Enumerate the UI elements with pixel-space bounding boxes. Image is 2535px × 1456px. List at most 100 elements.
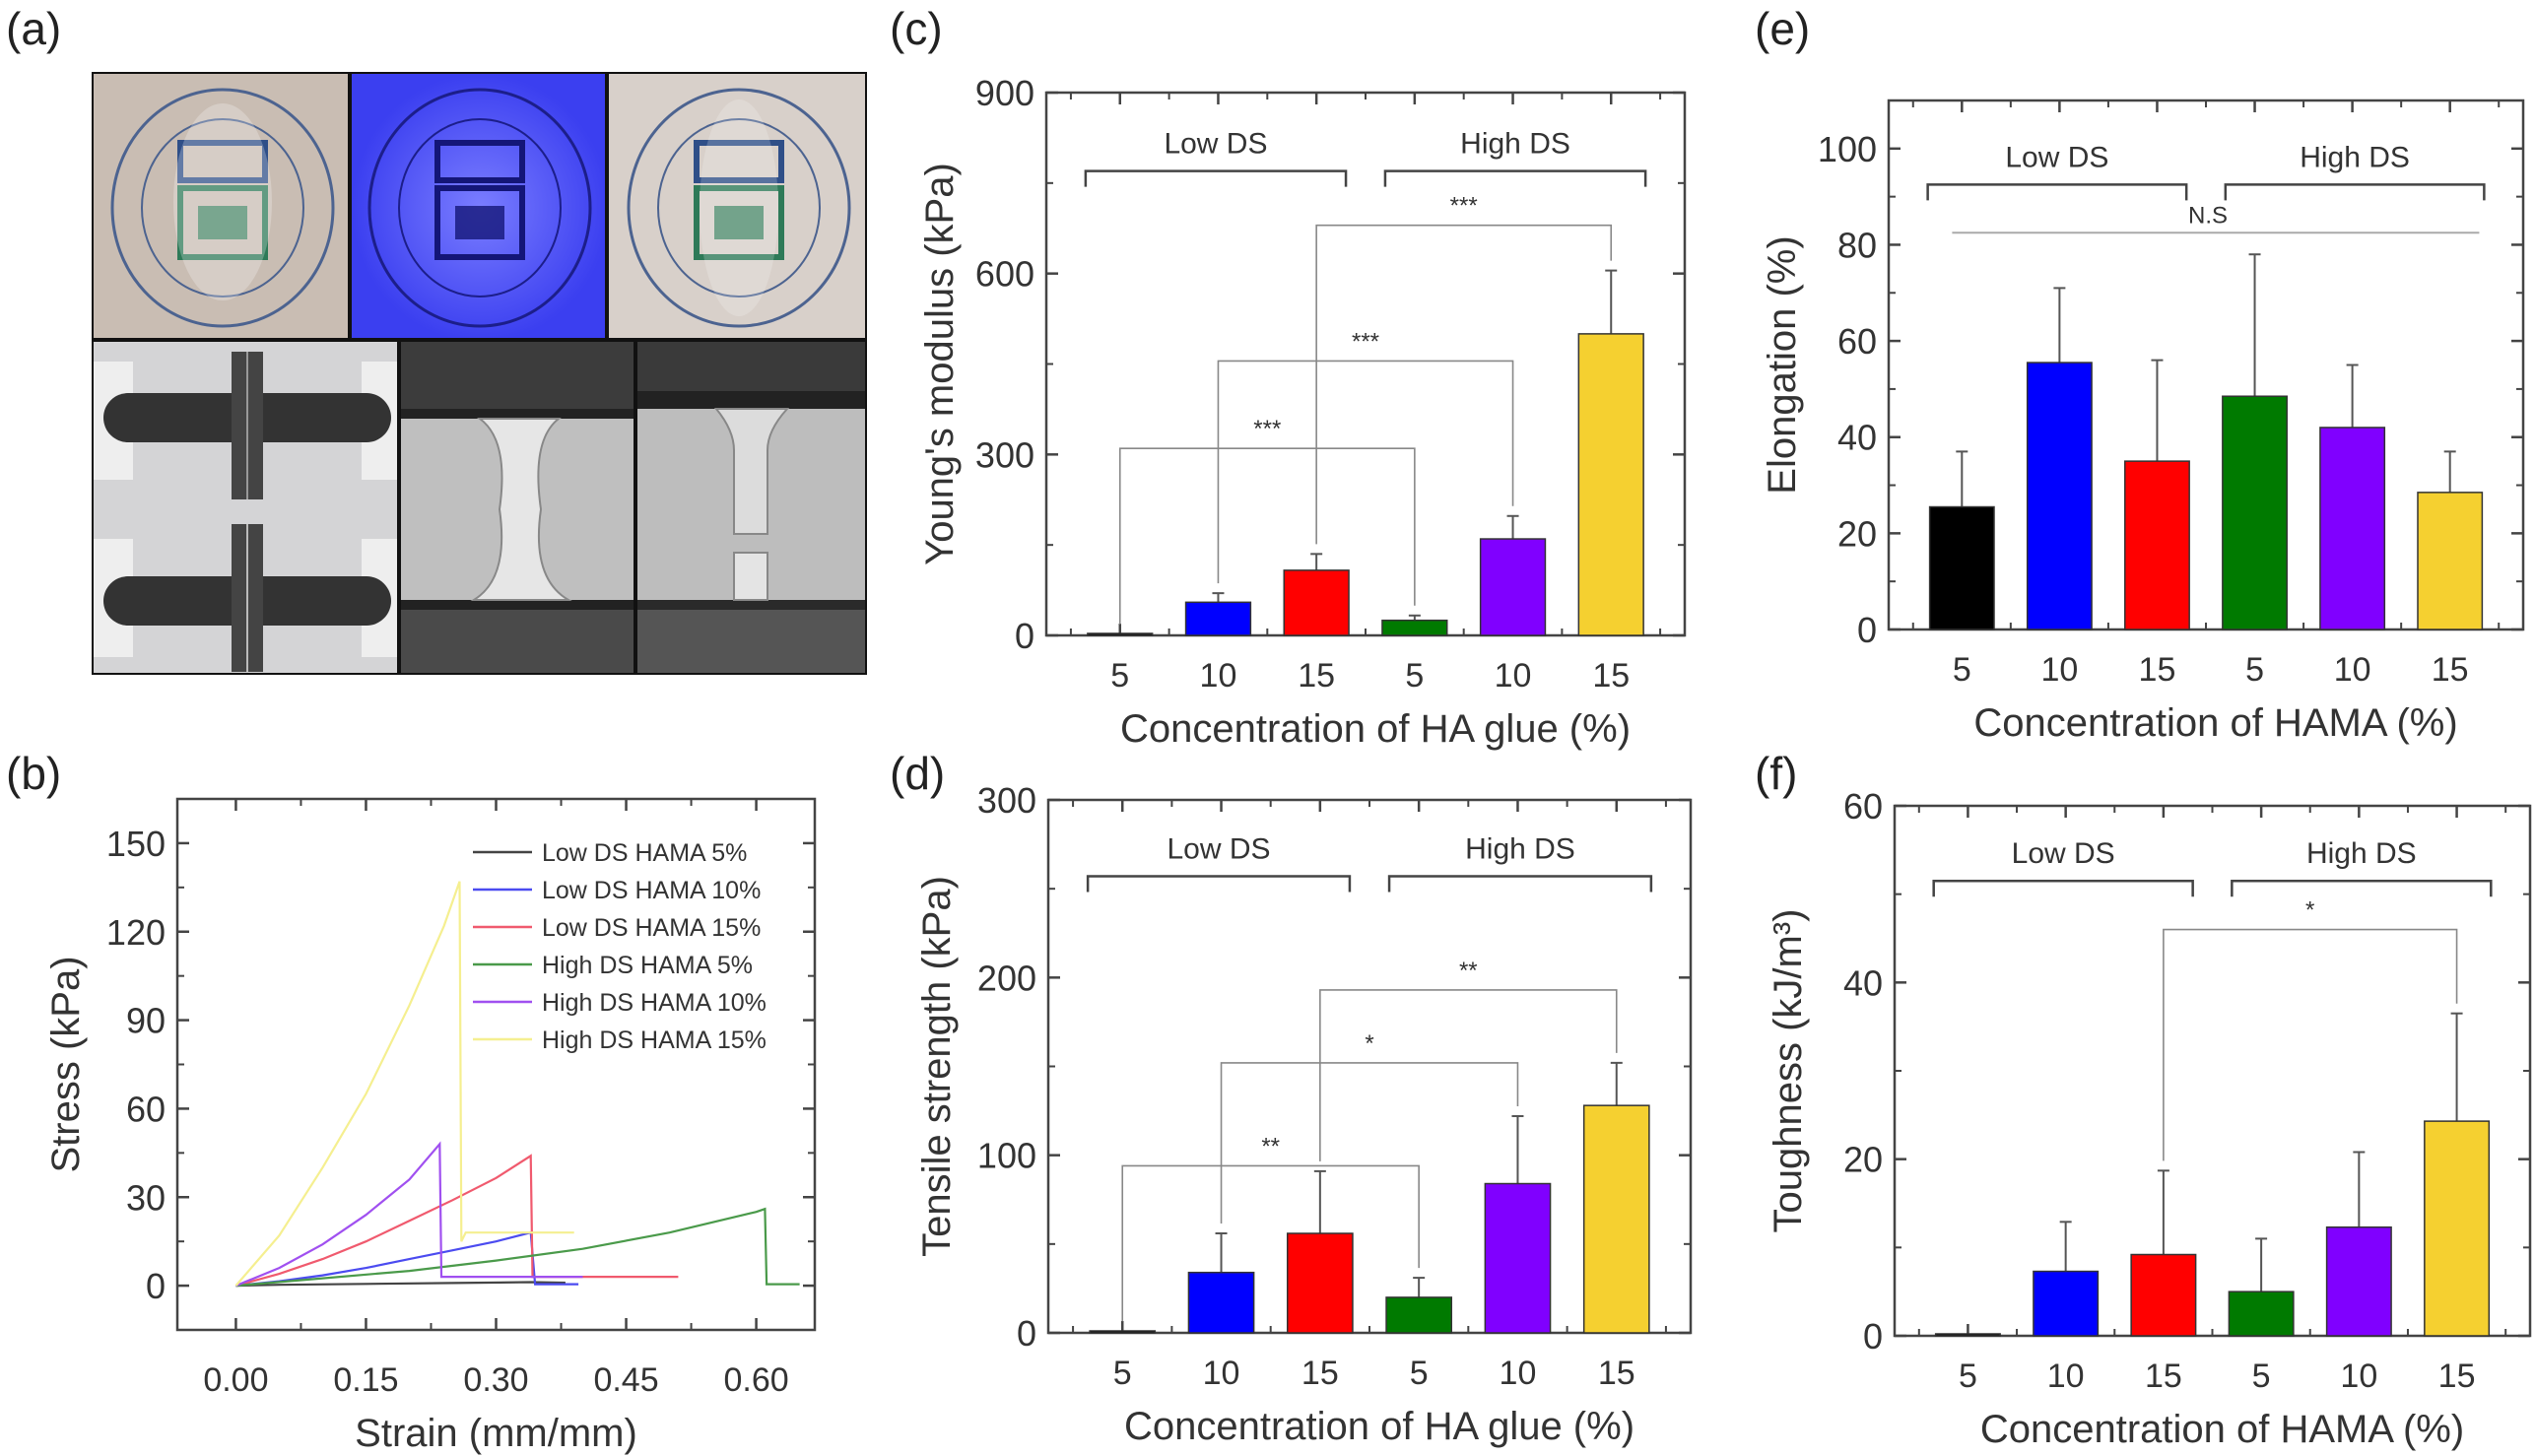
specimen-icon xyxy=(401,342,634,673)
legend-label-3: High DS HAMA 5% xyxy=(542,952,753,979)
photo-logo-uv xyxy=(350,72,607,340)
y-tick-label: 900 xyxy=(975,73,1034,113)
x-tick-label: 15 xyxy=(2432,651,2469,689)
chart-f-group: 0 20 40 60 Toughness (kJ/m³) 5 10 15 5 10 15 Concen… xyxy=(1767,786,2532,1451)
significance-label-0: * xyxy=(2305,897,2314,924)
bar-4 xyxy=(1484,1182,1552,1334)
university-seal-icon xyxy=(627,88,851,328)
x-tick-label: 10 xyxy=(1203,1355,1240,1392)
y-tick-label: 300 xyxy=(975,434,1034,475)
y-tick-label: 0 xyxy=(1863,1316,1883,1357)
y-tick-label: 0 xyxy=(1015,616,1034,656)
series-line-2 xyxy=(235,1154,679,1288)
y-tick-label: 100 xyxy=(977,1136,1036,1176)
y-tick-label: 60 xyxy=(1843,786,1883,827)
y-tick-label: 200 xyxy=(977,958,1036,998)
y-tick-label: 80 xyxy=(1837,225,1877,265)
bar-5 xyxy=(2424,1120,2491,1337)
y-tick-label: 120 xyxy=(106,912,166,953)
y-tick-label: 600 xyxy=(975,254,1034,295)
y-tick-label: 30 xyxy=(126,1177,166,1218)
y-tick-label: 0 xyxy=(146,1266,166,1306)
significance-bracket-2 xyxy=(1315,224,1613,545)
bar-2 xyxy=(2124,460,2190,630)
y-tick-label: 40 xyxy=(1837,418,1877,458)
bar-0 xyxy=(1928,505,1995,630)
x-tick-label: 15 xyxy=(2145,1357,2182,1395)
photo-specimen-stretched xyxy=(399,340,635,675)
group-bracket-0 xyxy=(1084,169,1348,187)
legend-label-1: Low DS HAMA 10% xyxy=(542,877,761,904)
university-seal-icon xyxy=(352,74,605,338)
y-axis-label: Tensile strength (kPa) xyxy=(915,876,959,1257)
y-tick-label: 0 xyxy=(1017,1313,1036,1354)
bar-5 xyxy=(1582,1104,1650,1334)
y-axis-label: Elongation (%) xyxy=(1761,235,1804,494)
y-tick-label: 20 xyxy=(1843,1140,1883,1180)
series-line-5 xyxy=(234,881,574,1287)
bar-4 xyxy=(2319,427,2386,630)
group-label-1: High DS xyxy=(2306,837,2417,870)
photo-logo-cured xyxy=(607,72,867,340)
y-tick-label: 0 xyxy=(1857,610,1877,650)
x-axis-label: Strain (mm/mm) xyxy=(355,1412,637,1455)
group-bracket-1 xyxy=(1387,875,1653,893)
panel-label-c: (c) xyxy=(890,3,943,54)
series-line-3 xyxy=(235,1207,800,1288)
x-tick-label: 10 xyxy=(2040,651,2078,689)
x-tick-label: 5 xyxy=(1410,1355,1429,1392)
y-tick-label: 150 xyxy=(106,824,166,864)
y-tick-label: 300 xyxy=(977,780,1036,821)
y-tick-label: 100 xyxy=(1818,129,1877,169)
significance-bracket-0 xyxy=(1121,1164,1420,1322)
y-tick-label: 60 xyxy=(1837,321,1877,362)
panel-label-e: (e) xyxy=(1755,3,1811,54)
x-tick-label: 5 xyxy=(1405,657,1424,695)
x-tick-label: 10 xyxy=(1200,657,1237,695)
x-tick-label: 0.15 xyxy=(333,1361,398,1399)
significance-bracket-1 xyxy=(1220,1062,1519,1224)
x-tick-label: 10 xyxy=(2340,1357,2377,1395)
panel-label-a: (a) xyxy=(6,3,62,54)
x-tick-label: 15 xyxy=(1598,1355,1635,1392)
x-axis-label: Concentration of HAMA (%) xyxy=(1973,701,2457,745)
chart-d-group: 0 100 200 300 Tensile strength (kPa) 5 10 15 5 10… xyxy=(915,780,1693,1448)
legend-label-0: Low DS HAMA 5% xyxy=(542,839,747,867)
bar-5 xyxy=(2417,492,2484,630)
y-tick-label: 90 xyxy=(126,1001,166,1041)
photo-specimen-fractured xyxy=(635,340,867,675)
group-bracket-1 xyxy=(2231,879,2493,897)
group-label-0: Low DS xyxy=(1167,833,1271,866)
group-label-0: Low DS xyxy=(1164,128,1267,161)
specimen-fractured-icon xyxy=(637,342,865,673)
x-tick-label: 0.30 xyxy=(463,1361,528,1399)
x-tick-label: 15 xyxy=(2139,651,2176,689)
bar-2 xyxy=(2130,1253,2197,1337)
group-label-1: High DS xyxy=(1460,128,1570,161)
photo-grid xyxy=(92,72,867,675)
x-tick-label: 10 xyxy=(2047,1357,2085,1395)
significance-label-1: * xyxy=(1365,1030,1373,1057)
bar-3 xyxy=(2228,1291,2295,1337)
y-axis-label: Toughness (kJ/m³) xyxy=(1767,909,1810,1233)
significance-label-1: *** xyxy=(1352,328,1379,355)
group-bracket-1 xyxy=(2224,183,2486,201)
chart-c-group: 0 300 600 900 Young's modulus (kPa) 5 10 15 5 10 1… xyxy=(918,73,1687,751)
chart-e-group: 0 20 40 60 80 100 Elongation (%) 5 10 15 5 10 15 Conc… xyxy=(1761,99,2525,745)
significance-bracket-2 xyxy=(1319,989,1618,1161)
bar-0 xyxy=(1089,1330,1157,1334)
bar-3 xyxy=(1385,1296,1453,1334)
group-bracket-0 xyxy=(1086,875,1352,893)
bar-3 xyxy=(2222,395,2288,630)
group-label-1: High DS xyxy=(1465,833,1575,866)
bar-0 xyxy=(1087,632,1154,636)
x-tick-label: 0.60 xyxy=(723,1361,788,1399)
significance-label-2: *** xyxy=(1450,193,1478,220)
bar-5 xyxy=(1577,333,1644,636)
bar-4 xyxy=(1479,538,1547,636)
y-axis-label: Stress (kPa) xyxy=(44,956,88,1172)
tensile-grip-icon xyxy=(94,352,397,672)
panel-label-b: (b) xyxy=(6,748,62,799)
chart-b-group: 0 30 60 90 120 150 Stress (kPa) 0.00 0.15 0.30 0.4… xyxy=(44,797,817,1455)
